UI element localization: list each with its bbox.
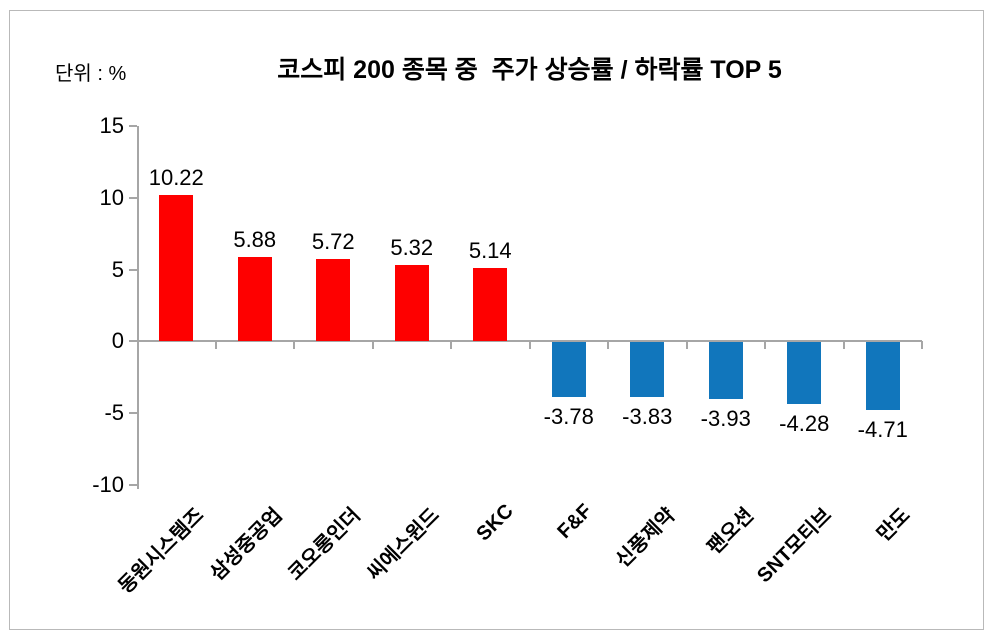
x-axis-tick <box>921 341 923 350</box>
chart-frame <box>9 10 984 630</box>
bar-동원시스템즈 <box>159 194 194 342</box>
bar-SKC <box>473 267 508 342</box>
bar-씨에스윈드 <box>394 265 429 342</box>
value-label: 5.72 <box>311 229 355 255</box>
x-axis-tick <box>371 341 374 350</box>
value-label: -3.78 <box>543 403 594 429</box>
y-axis-tick <box>129 484 137 486</box>
bar-신풍제약 <box>630 342 665 398</box>
unit-label: 단위 : % <box>55 63 127 85</box>
bar-F&F <box>551 342 586 397</box>
y-tick-label: 15 <box>99 113 124 138</box>
bar-SNT모티브 <box>787 342 822 404</box>
bar-만도 <box>865 342 900 411</box>
x-axis-tick <box>764 341 766 350</box>
bar-코오롱인더 <box>316 259 351 342</box>
value-label: 5.88 <box>233 226 277 252</box>
x-axis-tick <box>214 341 217 350</box>
x-axis-tick <box>842 341 845 350</box>
value-label: -3.93 <box>700 405 751 431</box>
value-label: -3.83 <box>622 404 673 430</box>
bar-삼성중공업 <box>237 256 272 342</box>
y-tick-label: 5 <box>111 256 124 282</box>
y-axis-tick <box>129 125 137 127</box>
value-label: -4.28 <box>779 410 830 436</box>
y-tick-label: 0 <box>111 328 124 354</box>
y-axis-line <box>137 126 139 489</box>
x-axis-tick <box>685 341 688 350</box>
value-label: 10.22 <box>148 164 204 190</box>
y-tick-label: -5 <box>104 400 124 426</box>
x-axis-tick <box>293 341 295 350</box>
x-axis-tick <box>607 341 609 350</box>
chart-title: 코스피 200 종목 중 주가 상승률 / 하락률 TOP 5 <box>277 56 782 84</box>
y-tick-label: -10 <box>92 472 124 497</box>
y-axis-tick <box>129 340 137 343</box>
value-label: 5.32 <box>390 235 434 260</box>
x-axis-tick <box>528 341 531 350</box>
value-label: 5.14 <box>468 237 512 263</box>
value-label: -4.71 <box>857 417 908 443</box>
y-axis-tick <box>129 412 137 415</box>
y-axis-tick <box>129 196 137 199</box>
x-axis-tick <box>450 341 452 350</box>
y-tick-label: 10 <box>99 184 124 210</box>
y-axis-tick <box>129 268 137 271</box>
bar-팬오션 <box>708 342 743 399</box>
